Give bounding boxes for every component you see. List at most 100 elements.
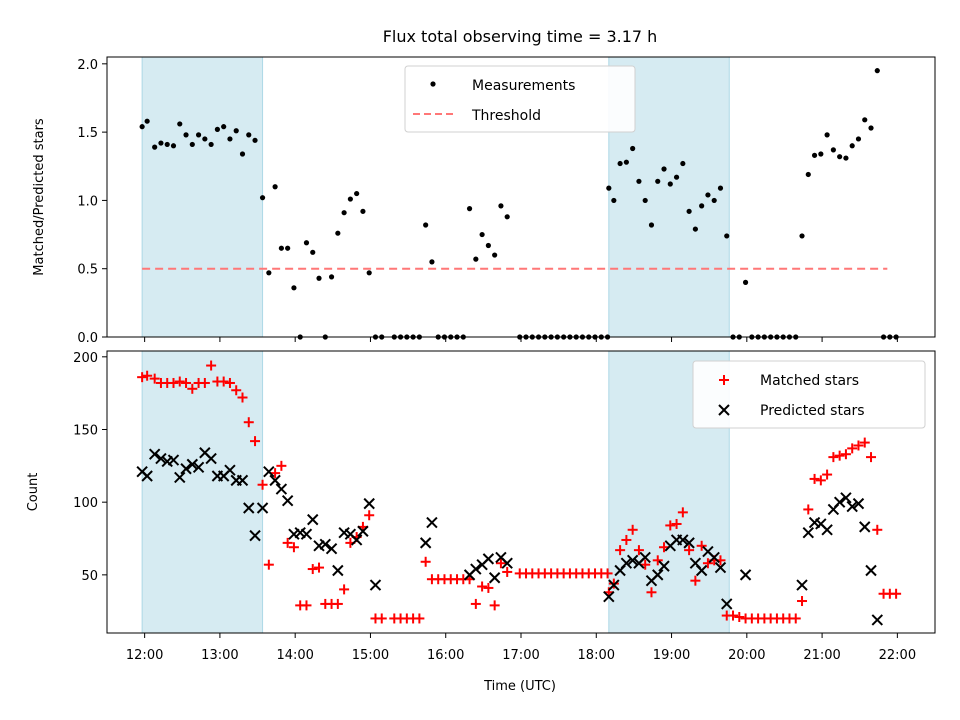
matched-star-point [734, 612, 745, 623]
predicted-star-point [802, 526, 814, 539]
x-tick-label: 21:00 [803, 648, 840, 663]
predicted-star-point [263, 465, 275, 478]
measurement-point [170, 143, 177, 149]
top-panel: 0.00.51.01.52.0 Matched/Predicted stars … [32, 56, 936, 346]
predicted-star-point [269, 474, 281, 487]
measurement-point [473, 256, 479, 262]
top-y-tick-label: 2.0 [77, 58, 98, 73]
matched-star-point [633, 545, 644, 556]
measurement-point [195, 132, 202, 138]
predicted-star-point [243, 502, 255, 514]
matched-star-point [137, 372, 148, 383]
measurement-point [485, 242, 491, 249]
matched-star-point [282, 537, 293, 548]
predicted-star-point [192, 461, 205, 473]
top-shaded-interval-0 [141, 56, 264, 338]
measurement-point [504, 214, 510, 220]
matched-star-point [376, 613, 387, 624]
bottom-y-tick-label: 150 [73, 423, 98, 438]
measurement-point [492, 252, 498, 258]
matched-star-point [627, 524, 638, 535]
legend-predicted-label: Predicted stars [760, 403, 865, 419]
measurement-point [655, 178, 661, 184]
legend-measurements-marker [430, 81, 436, 87]
predicted-star-point [708, 551, 720, 564]
chart-title: Flux total observing time = 3.17 h [383, 27, 658, 46]
matched-star-point [790, 613, 801, 624]
matched-star-point [822, 469, 833, 480]
x-tick-label: 16:00 [427, 648, 464, 663]
measurement-point [711, 197, 717, 204]
bottom-y-tick-label: 100 [73, 496, 98, 511]
matched-star-point [891, 588, 902, 599]
measurement-point [673, 174, 680, 180]
measurement-point [341, 210, 347, 216]
matched-star-point [301, 600, 312, 611]
matched-star-point [231, 385, 242, 396]
measurement-point [285, 245, 291, 251]
predicted-star-point [419, 537, 432, 549]
measurement-point [498, 203, 504, 209]
predicted-star-point [482, 553, 495, 565]
matched-star-point [414, 613, 425, 624]
measurement-point [837, 154, 843, 160]
x-tick-label: 14:00 [276, 648, 313, 663]
matched-star-point [659, 542, 670, 553]
measurement-point [221, 124, 227, 130]
predicted-star-point [205, 452, 217, 465]
predicted-star-point [155, 452, 167, 465]
measurement-point [291, 285, 297, 291]
predicted-star-point [677, 534, 689, 546]
measurement-point [667, 181, 673, 187]
top-y-axis-label: Matched/Predicted stars [32, 118, 47, 276]
matched-star-point [270, 468, 281, 479]
predicted-star-point [608, 579, 620, 591]
measurement-point [466, 206, 473, 212]
measurement-point [648, 222, 655, 228]
predicted-star-point [426, 516, 438, 529]
x-tick-label: 18:00 [578, 648, 615, 663]
matched-star-point [665, 520, 676, 531]
bottom-legend-box [692, 360, 926, 429]
matched-star-point [276, 460, 287, 471]
top-x-ticks [144, 337, 898, 342]
measurement-point [479, 231, 485, 238]
matched-star-point [332, 598, 343, 609]
measurement-point [611, 197, 617, 204]
x-tick-label: 19:00 [653, 648, 690, 663]
predicted-star-point [796, 579, 808, 591]
matched-star-point [834, 450, 845, 461]
measurement-point [705, 192, 711, 198]
predicted-star-point [148, 448, 161, 460]
predicted-star-point [332, 564, 344, 577]
x-tick-label: 12:00 [126, 648, 163, 663]
matched-star-point [364, 510, 375, 521]
matched-star-point [206, 360, 217, 371]
predicted-star-point [186, 458, 199, 471]
predicted-star-point [739, 569, 752, 581]
legend-threshold-label: Threshold [471, 108, 541, 124]
predicted-star-point [721, 598, 733, 610]
predicted-star-point [821, 524, 833, 536]
predicted-star-point [141, 470, 153, 482]
bottom-shading [141, 350, 730, 634]
top-legend: Measurements Threshold [404, 65, 636, 133]
matched-star-point [853, 440, 864, 451]
measurement-point [636, 178, 642, 184]
predicted-star-point [319, 538, 331, 551]
measurement-point [233, 128, 239, 134]
bottom-y-tick-label: 50 [81, 569, 98, 584]
matched-star-point [866, 452, 877, 463]
matched-star-point [263, 559, 274, 570]
bottom-y-axis-label: Count [26, 473, 41, 512]
predicted-star-point [488, 572, 501, 584]
matched-star-point [677, 507, 688, 518]
top-plot-frame [106, 56, 936, 338]
matched-star-point [339, 584, 350, 595]
matched-star-point [859, 437, 870, 448]
measurement-point [246, 132, 252, 138]
measurement-point [617, 160, 623, 167]
bottom-x-axis: 12:00 13:00 14:00 15:00 16:00 17:00 18:00 19:00… [126, 633, 916, 663]
matched-star-point [495, 558, 506, 569]
